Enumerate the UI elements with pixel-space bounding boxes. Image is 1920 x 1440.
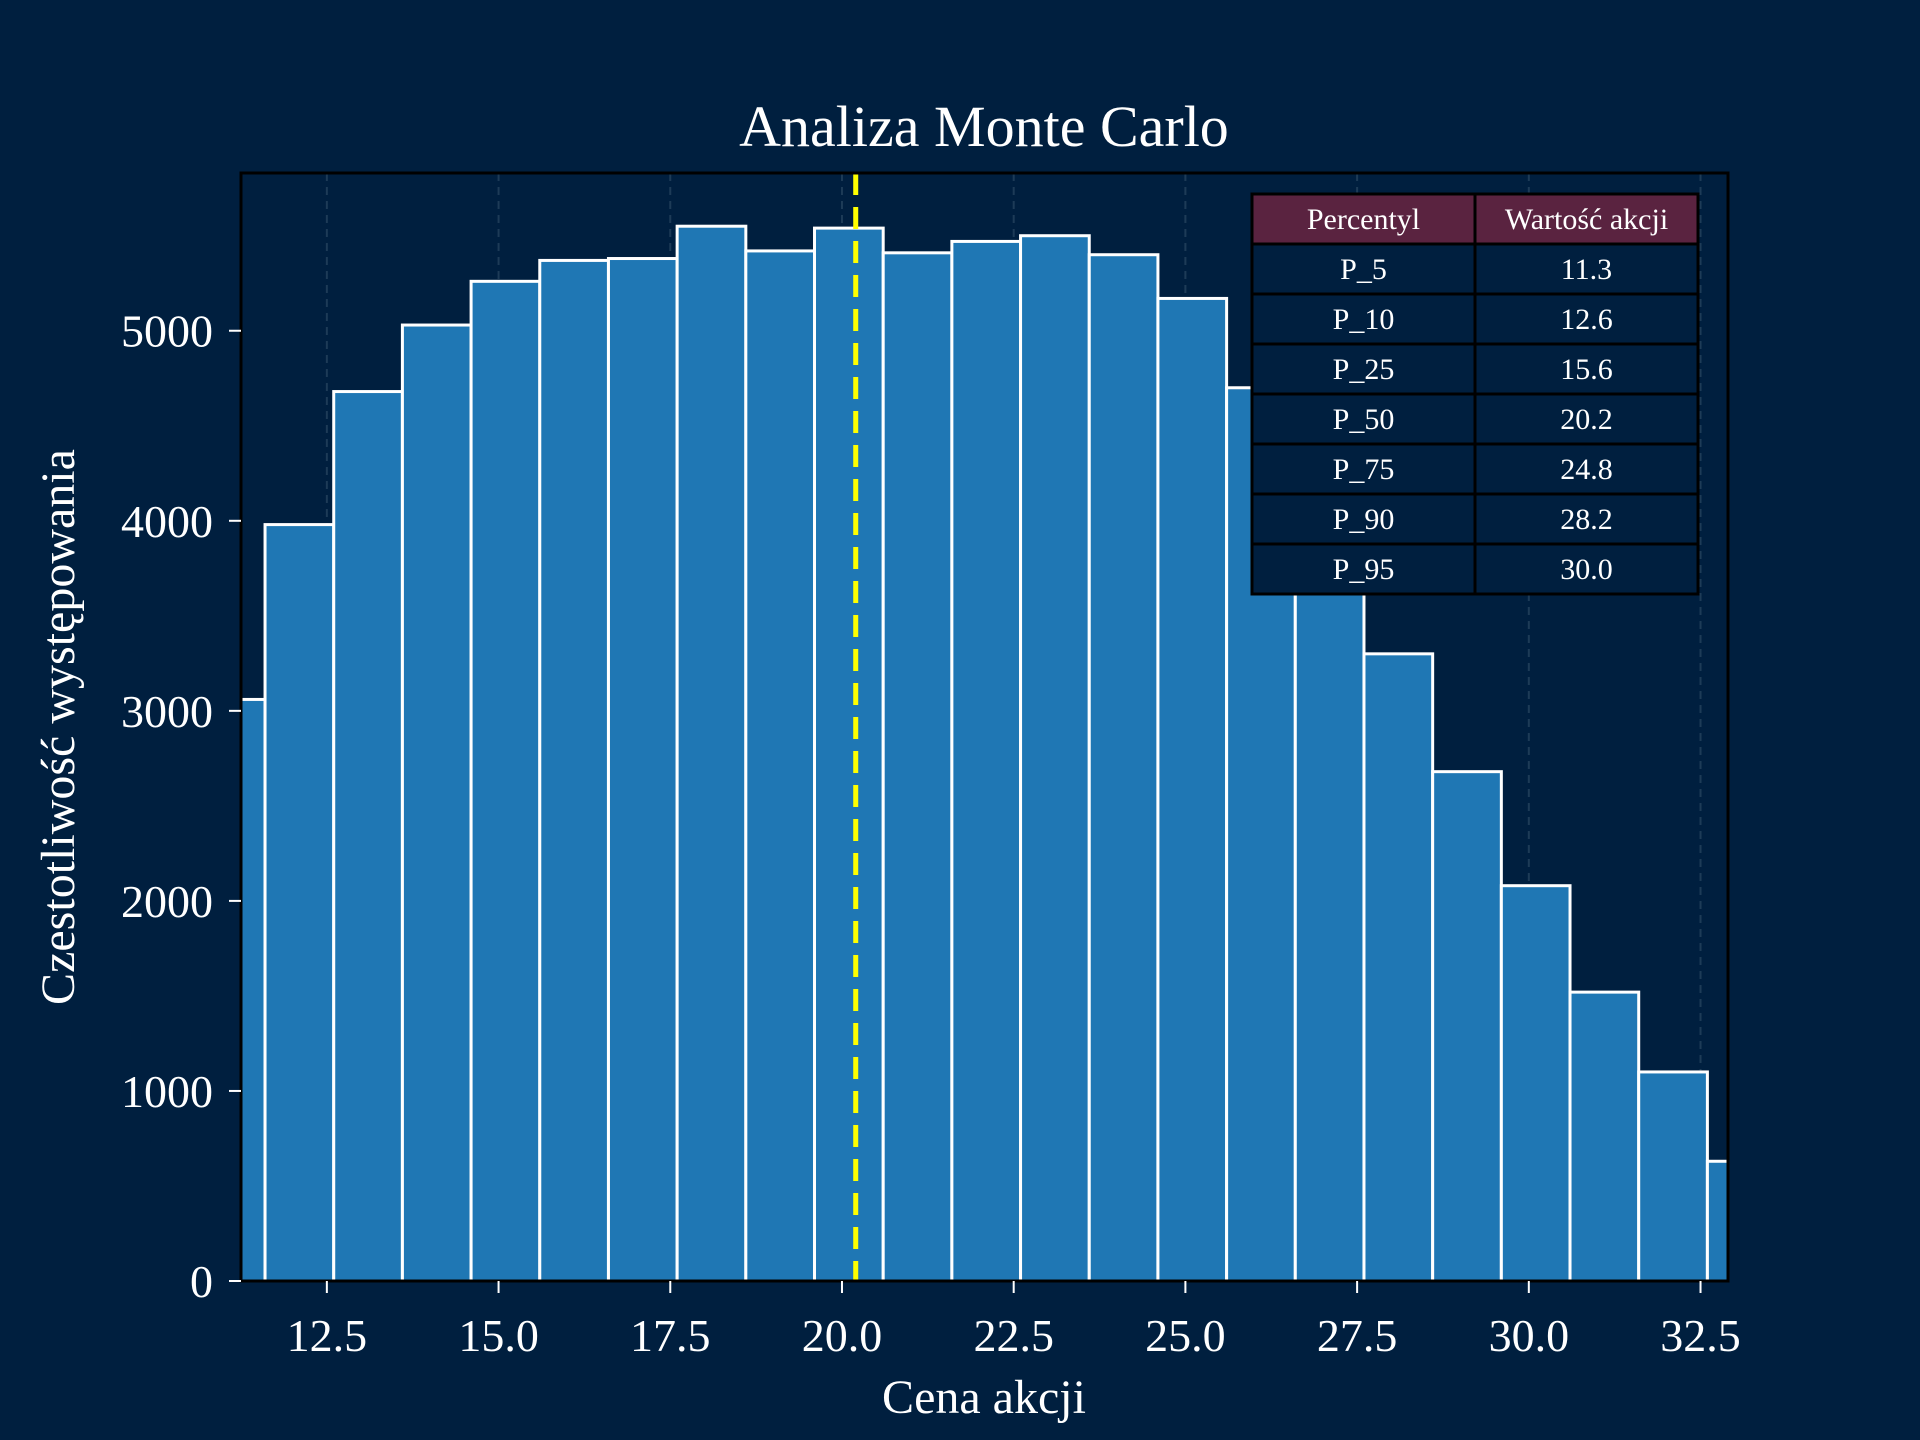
- table-cell-5-0: [1250, 442, 1477, 496]
- histogram-bar-20: [1568, 990, 1641, 1283]
- table-cell-text-2-1: 12.6: [1560, 303, 1613, 336]
- table-cell-6-1: [1473, 492, 1700, 546]
- x-axis-label: Cena akcji: [882, 1371, 1086, 1424]
- histogram-bar-3: [400, 323, 473, 1283]
- y-axis-ticks: 0 1000 2000 3000 4000 5000: [121, 306, 241, 1307]
- histogram-bar-19: [1499, 884, 1572, 1283]
- histogram-bar-14: [1156, 296, 1229, 1283]
- x-tick-label-4: 22.5: [973, 1310, 1054, 1361]
- table-cell-text-5-0: P_75: [1333, 453, 1395, 486]
- x-tick-label-8: 32.5: [1660, 1310, 1741, 1361]
- histogram-bar-11: [950, 239, 1023, 1283]
- histogram-bars: [239, 224, 1730, 1283]
- table-cell-text-1-0: P_5: [1340, 253, 1387, 286]
- y-axis-label: Czestotliwość występowania: [32, 449, 85, 1005]
- table-cell-text-5-1: 24.8: [1560, 453, 1613, 486]
- y-tick-label-2: 2000: [121, 876, 213, 927]
- histogram-bar-12: [1019, 234, 1091, 1283]
- histogram-bar-17: [1362, 652, 1435, 1283]
- histogram-bar-5: [538, 258, 610, 1283]
- table-cell-5-1: [1473, 442, 1700, 496]
- histogram-bar-16: [1293, 509, 1366, 1283]
- table-cell-7-1: [1473, 542, 1700, 596]
- histogram-bar-7: [675, 224, 748, 1283]
- histogram-bar-1: [263, 523, 336, 1283]
- y-tick-label-4: 4000: [121, 496, 213, 547]
- x-axis-ticks: 12.5 15.0 17.5 20.0 22.5 25.0 27.5 30.0 32.5: [287, 1281, 1741, 1361]
- table-cell-3-1: [1473, 342, 1700, 396]
- table-cell-text-6-0: P_90: [1333, 503, 1395, 536]
- x-tick-label-3: 20.0: [802, 1310, 883, 1361]
- table-cell-text-3-1: 15.6: [1560, 353, 1613, 386]
- table-header-text-0-0: Percentyl: [1307, 203, 1420, 236]
- table-cell-1-1: [1473, 242, 1700, 296]
- table-cell-text-7-0: P_95: [1333, 553, 1395, 586]
- y-tick-label-1: 1000: [121, 1066, 213, 1117]
- table-cell-text-7-1: 30.0: [1560, 553, 1613, 586]
- x-tick-label-6: 27.5: [1317, 1310, 1398, 1361]
- table-cell-text-3-0: P_25: [1333, 353, 1395, 386]
- histogram-bar-2: [332, 390, 404, 1283]
- table-cell-text-6-1: 28.2: [1560, 503, 1613, 536]
- table-header-cell-0-1: [1473, 192, 1700, 246]
- table-cell-text-4-1: 20.2: [1560, 403, 1613, 436]
- histogram-bar-18: [1431, 770, 1503, 1283]
- x-tick-label-5: 25.0: [1145, 1310, 1226, 1361]
- histogram-bar-0: [239, 697, 267, 1283]
- table-cell-7-0: [1250, 542, 1477, 596]
- table-cell-text-1-1: 11.3: [1561, 253, 1612, 286]
- table-cell-text-2-0: P_10: [1333, 303, 1395, 336]
- x-tick-label-7: 30.0: [1489, 1310, 1570, 1361]
- histogram-bar-21: [1637, 1070, 1709, 1283]
- table-cell-2-1: [1473, 292, 1700, 346]
- percentile-table: Percentyl Wartość akcji P_5 11.3 P_10 12.6 P_2…: [1250, 192, 1700, 596]
- histogram-bar-9: [813, 226, 885, 1283]
- histogram-bar-10: [881, 251, 954, 1283]
- y-tick-label-5: 5000: [121, 306, 213, 357]
- y-tick-label-0: 0: [190, 1256, 213, 1307]
- histogram-bar-4: [469, 279, 542, 1283]
- histogram-bar-6: [606, 257, 679, 1283]
- chart-title: Analiza Monte Carlo: [739, 94, 1229, 159]
- histogram-bar-13: [1087, 253, 1160, 1283]
- table-header-text-0-1: Wartość akcji: [1505, 203, 1668, 236]
- plot-frame: [239, 171, 1730, 1283]
- histogram-bar-22: [1705, 1159, 1730, 1283]
- histogram-bar-8: [744, 249, 817, 1283]
- x-tick-label-0: 12.5: [287, 1310, 368, 1361]
- table-cell-text-4-0: P_50: [1333, 403, 1395, 436]
- x-tick-label-1: 15.0: [458, 1310, 539, 1361]
- x-tick-label-2: 17.5: [630, 1310, 711, 1361]
- y-tick-label-3: 3000: [121, 686, 213, 737]
